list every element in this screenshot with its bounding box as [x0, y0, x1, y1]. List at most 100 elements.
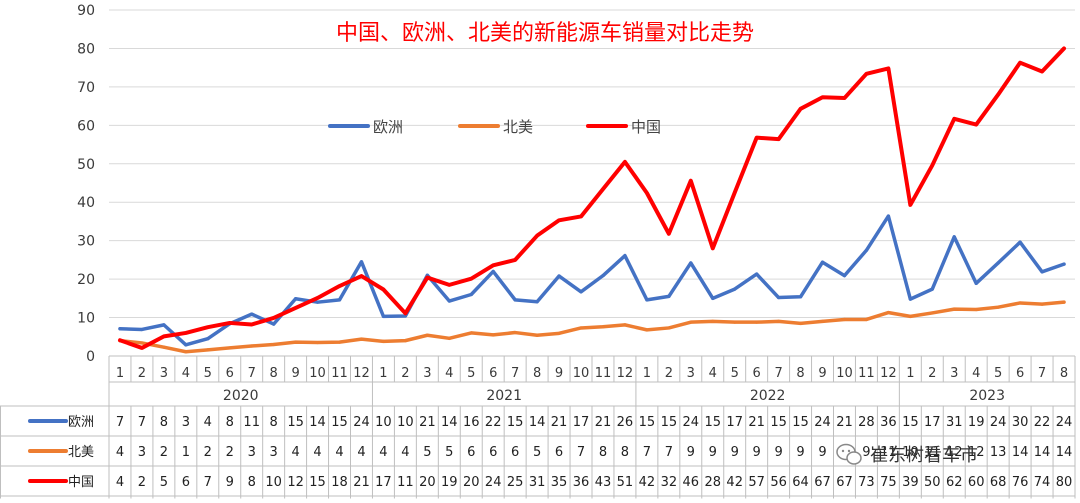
- x-tick-label: 1: [116, 366, 124, 381]
- table-cell: 11: [924, 445, 941, 460]
- data-point: [930, 163, 934, 167]
- x-tick-label: 10: [836, 366, 853, 381]
- data-point: [842, 274, 847, 278]
- table-cell: 3: [270, 445, 278, 460]
- data-point: [667, 294, 671, 299]
- y-tick-label: 40: [77, 195, 95, 211]
- data-point: [820, 319, 825, 323]
- data-point: [623, 323, 627, 327]
- table-cell: 56: [770, 475, 787, 490]
- table-cell: 9: [709, 445, 717, 460]
- legend: 欧洲 北美 中国: [328, 118, 661, 136]
- table-cell: 31: [946, 415, 963, 430]
- data-point: [1040, 302, 1044, 306]
- data-point: [294, 306, 298, 310]
- table-cell: 25: [507, 475, 524, 490]
- data-point: [513, 330, 517, 335]
- x-tick-label: 12: [353, 366, 370, 381]
- data-point: [711, 319, 715, 323]
- table-cell: 3: [182, 415, 190, 430]
- table-cell: 50: [924, 475, 941, 490]
- table-cell: 19: [968, 415, 985, 430]
- table-cell: 6: [489, 445, 497, 460]
- table-cell: 42: [726, 475, 743, 490]
- table-cell: 76: [1012, 475, 1029, 490]
- data-point: [777, 319, 781, 323]
- table-cell: 5: [445, 445, 453, 460]
- watermark: 崔东树看车市: [836, 443, 978, 466]
- table-cell: 15: [704, 415, 721, 430]
- data-point: [118, 327, 122, 331]
- data-point: [337, 340, 342, 344]
- x-tick-label: 7: [248, 366, 256, 381]
- data-point: [930, 311, 934, 315]
- table-cell: 8: [160, 415, 168, 430]
- table-cell: 4: [357, 445, 365, 460]
- series-line: [118, 300, 1066, 354]
- data-point: [403, 314, 407, 318]
- table-cell: 7: [116, 415, 124, 430]
- table-cell: 20: [419, 475, 436, 490]
- table-cell: 11: [397, 475, 414, 490]
- data-point: [996, 261, 1000, 265]
- data-point: [272, 322, 276, 326]
- table-cell: 46: [683, 475, 700, 490]
- table-cell: 10: [902, 445, 919, 460]
- x-tick-label: 10: [309, 366, 326, 381]
- legend-label: 中国: [631, 118, 661, 136]
- data-point: [579, 326, 583, 330]
- x-tick-label: 7: [511, 366, 519, 381]
- watermark-text: 崔东树看车市: [870, 445, 978, 466]
- data-point: [140, 346, 144, 350]
- data-point: [579, 214, 583, 219]
- data-point: [359, 274, 364, 278]
- table-cell: 21: [836, 415, 853, 430]
- data-point: [711, 246, 715, 250]
- table-cell: 2: [226, 445, 234, 460]
- table-cell: 4: [379, 445, 387, 460]
- data-point: [535, 234, 539, 238]
- data-point: [140, 327, 144, 332]
- table-cell: 19: [441, 475, 458, 490]
- data-point: [908, 314, 912, 319]
- x-tick-label: 6: [753, 366, 761, 381]
- data-point: [381, 339, 386, 343]
- x-tick-label: 3: [160, 366, 168, 381]
- x-tick-label: 12: [880, 366, 897, 381]
- y-tick-label: 70: [77, 80, 95, 96]
- table-cell: 14: [1012, 445, 1029, 460]
- table-cell: 60: [968, 475, 985, 490]
- table-cell: 4: [313, 445, 321, 460]
- table-cell: 21: [748, 415, 765, 430]
- table-cell: 4: [116, 475, 124, 490]
- data-point: [755, 272, 759, 276]
- table-cell: 9: [687, 445, 695, 460]
- x-tick-label: 3: [423, 366, 431, 381]
- x-tick-label: 5: [731, 366, 739, 381]
- data-point: [886, 66, 890, 71]
- x-tick-label: 11: [331, 366, 348, 381]
- data-point: [557, 218, 561, 222]
- table-cell: 32: [661, 475, 678, 490]
- data-point: [162, 334, 166, 338]
- series-line: [117, 46, 1067, 350]
- data-point: [1018, 301, 1022, 305]
- data-point: [491, 263, 495, 267]
- data-point: [952, 235, 956, 239]
- table-cell: 35: [551, 475, 568, 490]
- table-cell: 28: [704, 475, 721, 490]
- data-point: [381, 287, 386, 292]
- data-point: [952, 117, 956, 121]
- x-tick-label: 6: [489, 366, 497, 381]
- table-cell: 14: [1056, 445, 1073, 460]
- data-point: [864, 72, 869, 76]
- x-tick-label: 3: [950, 366, 958, 381]
- table-cell: 17: [726, 415, 743, 430]
- data-point: [755, 320, 759, 324]
- data-point: [1018, 240, 1022, 244]
- year-label: 2022: [750, 388, 786, 404]
- data-table: 1 2 3 4 5 6 7 8 9 10 11 12 1 2 3 4 5 6 7 8 9 10 11 12 1 2 3 4 5 6 7 8 9 1…: [0, 355, 1076, 499]
- table-cell: 31: [529, 475, 546, 490]
- table-cell: 21: [551, 415, 568, 430]
- table-cell: 3: [248, 445, 256, 460]
